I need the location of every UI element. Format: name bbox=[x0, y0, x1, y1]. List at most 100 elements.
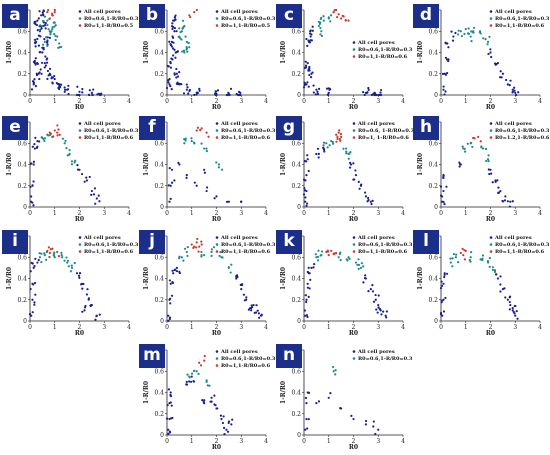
data-point bbox=[83, 306, 87, 309]
data-point bbox=[509, 79, 512, 82]
x-axis-title: R0 bbox=[349, 104, 358, 111]
data-point bbox=[316, 92, 320, 96]
data-point bbox=[28, 312, 32, 316]
data-point bbox=[35, 73, 39, 77]
data-point bbox=[499, 275, 502, 278]
data-point bbox=[459, 30, 462, 33]
data-point bbox=[49, 132, 53, 135]
data-point bbox=[198, 245, 201, 248]
data-point bbox=[308, 287, 311, 290]
data-point bbox=[370, 93, 373, 97]
data-point bbox=[349, 163, 353, 166]
data-point bbox=[183, 247, 187, 250]
data-point bbox=[190, 137, 193, 140]
data-point bbox=[339, 407, 342, 410]
data-point bbox=[329, 391, 332, 395]
data-point bbox=[169, 297, 172, 300]
data-point bbox=[493, 62, 497, 65]
x-tick-label: 0 bbox=[165, 438, 169, 445]
data-point bbox=[30, 261, 33, 264]
data-point bbox=[200, 250, 203, 254]
data-point bbox=[93, 187, 97, 190]
data-point bbox=[63, 88, 67, 91]
data-point bbox=[195, 184, 198, 187]
data-point bbox=[302, 178, 306, 181]
data-point bbox=[317, 24, 320, 28]
data-point bbox=[239, 200, 243, 203]
data-point bbox=[444, 41, 447, 44]
data-point bbox=[195, 91, 199, 94]
legend-marker bbox=[215, 136, 219, 139]
legend-label: R0=0.6,1-R/R0=0.3 bbox=[221, 356, 276, 362]
data-point bbox=[303, 309, 306, 312]
data-point bbox=[334, 373, 337, 376]
y-tick-label: 0.4 bbox=[291, 50, 301, 57]
data-point bbox=[385, 316, 388, 319]
x-tick-label: 0 bbox=[302, 98, 306, 105]
x-tick-label: 2 bbox=[78, 324, 82, 331]
x-tick-label: 0 bbox=[28, 98, 32, 105]
y-tick-label: 0.4 bbox=[154, 390, 164, 397]
data-point bbox=[302, 193, 306, 196]
data-point bbox=[307, 295, 310, 298]
data-point bbox=[364, 195, 367, 198]
x-tick-label: 0 bbox=[165, 210, 169, 217]
data-point bbox=[442, 174, 445, 177]
data-point bbox=[170, 168, 174, 171]
data-point bbox=[87, 298, 90, 301]
data-point bbox=[489, 168, 492, 171]
legend-label: R0=1,1-R/R0=0.6 bbox=[221, 363, 271, 369]
data-point bbox=[455, 253, 458, 256]
legend-marker bbox=[352, 41, 356, 44]
data-point bbox=[31, 145, 34, 148]
x-tick-label: 4 bbox=[127, 324, 131, 331]
data-point bbox=[47, 28, 50, 31]
data-point bbox=[177, 161, 180, 164]
data-point bbox=[174, 18, 177, 21]
data-point bbox=[195, 246, 198, 249]
legend-marker bbox=[352, 243, 356, 246]
y-tick-label: 0 bbox=[160, 204, 164, 211]
data-point bbox=[495, 273, 498, 276]
data-point bbox=[202, 400, 205, 404]
data-point bbox=[29, 185, 32, 189]
data-point bbox=[75, 272, 79, 275]
data-point bbox=[180, 83, 183, 86]
data-point bbox=[90, 193, 93, 196]
data-point bbox=[303, 66, 307, 70]
data-point bbox=[306, 202, 309, 205]
data-point bbox=[320, 250, 324, 253]
data-point bbox=[442, 310, 446, 313]
data-point bbox=[511, 90, 514, 94]
data-point bbox=[452, 252, 455, 256]
y-tick-label: 0.2 bbox=[17, 297, 27, 304]
legend-label: R0=0.6,1-R/R0=0.3 bbox=[221, 128, 276, 134]
data-point bbox=[322, 148, 326, 151]
y-tick-label: 0.2 bbox=[428, 183, 438, 190]
data-point bbox=[219, 414, 223, 417]
legend-label: All cell pores bbox=[220, 121, 258, 127]
series-0 bbox=[167, 266, 263, 322]
data-point bbox=[185, 250, 188, 254]
data-point bbox=[173, 16, 176, 19]
data-point bbox=[193, 93, 196, 97]
series-1 bbox=[317, 14, 333, 38]
data-point bbox=[42, 9, 45, 13]
data-point bbox=[473, 137, 476, 140]
data-point bbox=[76, 85, 79, 88]
data-point bbox=[374, 298, 377, 301]
data-point bbox=[221, 256, 224, 259]
x-tick-label: 2 bbox=[352, 210, 356, 217]
data-point bbox=[511, 200, 514, 203]
data-point bbox=[203, 399, 206, 402]
data-point bbox=[85, 179, 89, 182]
data-point bbox=[471, 145, 474, 149]
data-point bbox=[367, 198, 370, 202]
data-point bbox=[454, 256, 457, 259]
data-point bbox=[43, 137, 47, 140]
data-point bbox=[236, 275, 239, 279]
y-tick-label: 0 bbox=[297, 432, 301, 439]
data-point bbox=[57, 255, 61, 258]
